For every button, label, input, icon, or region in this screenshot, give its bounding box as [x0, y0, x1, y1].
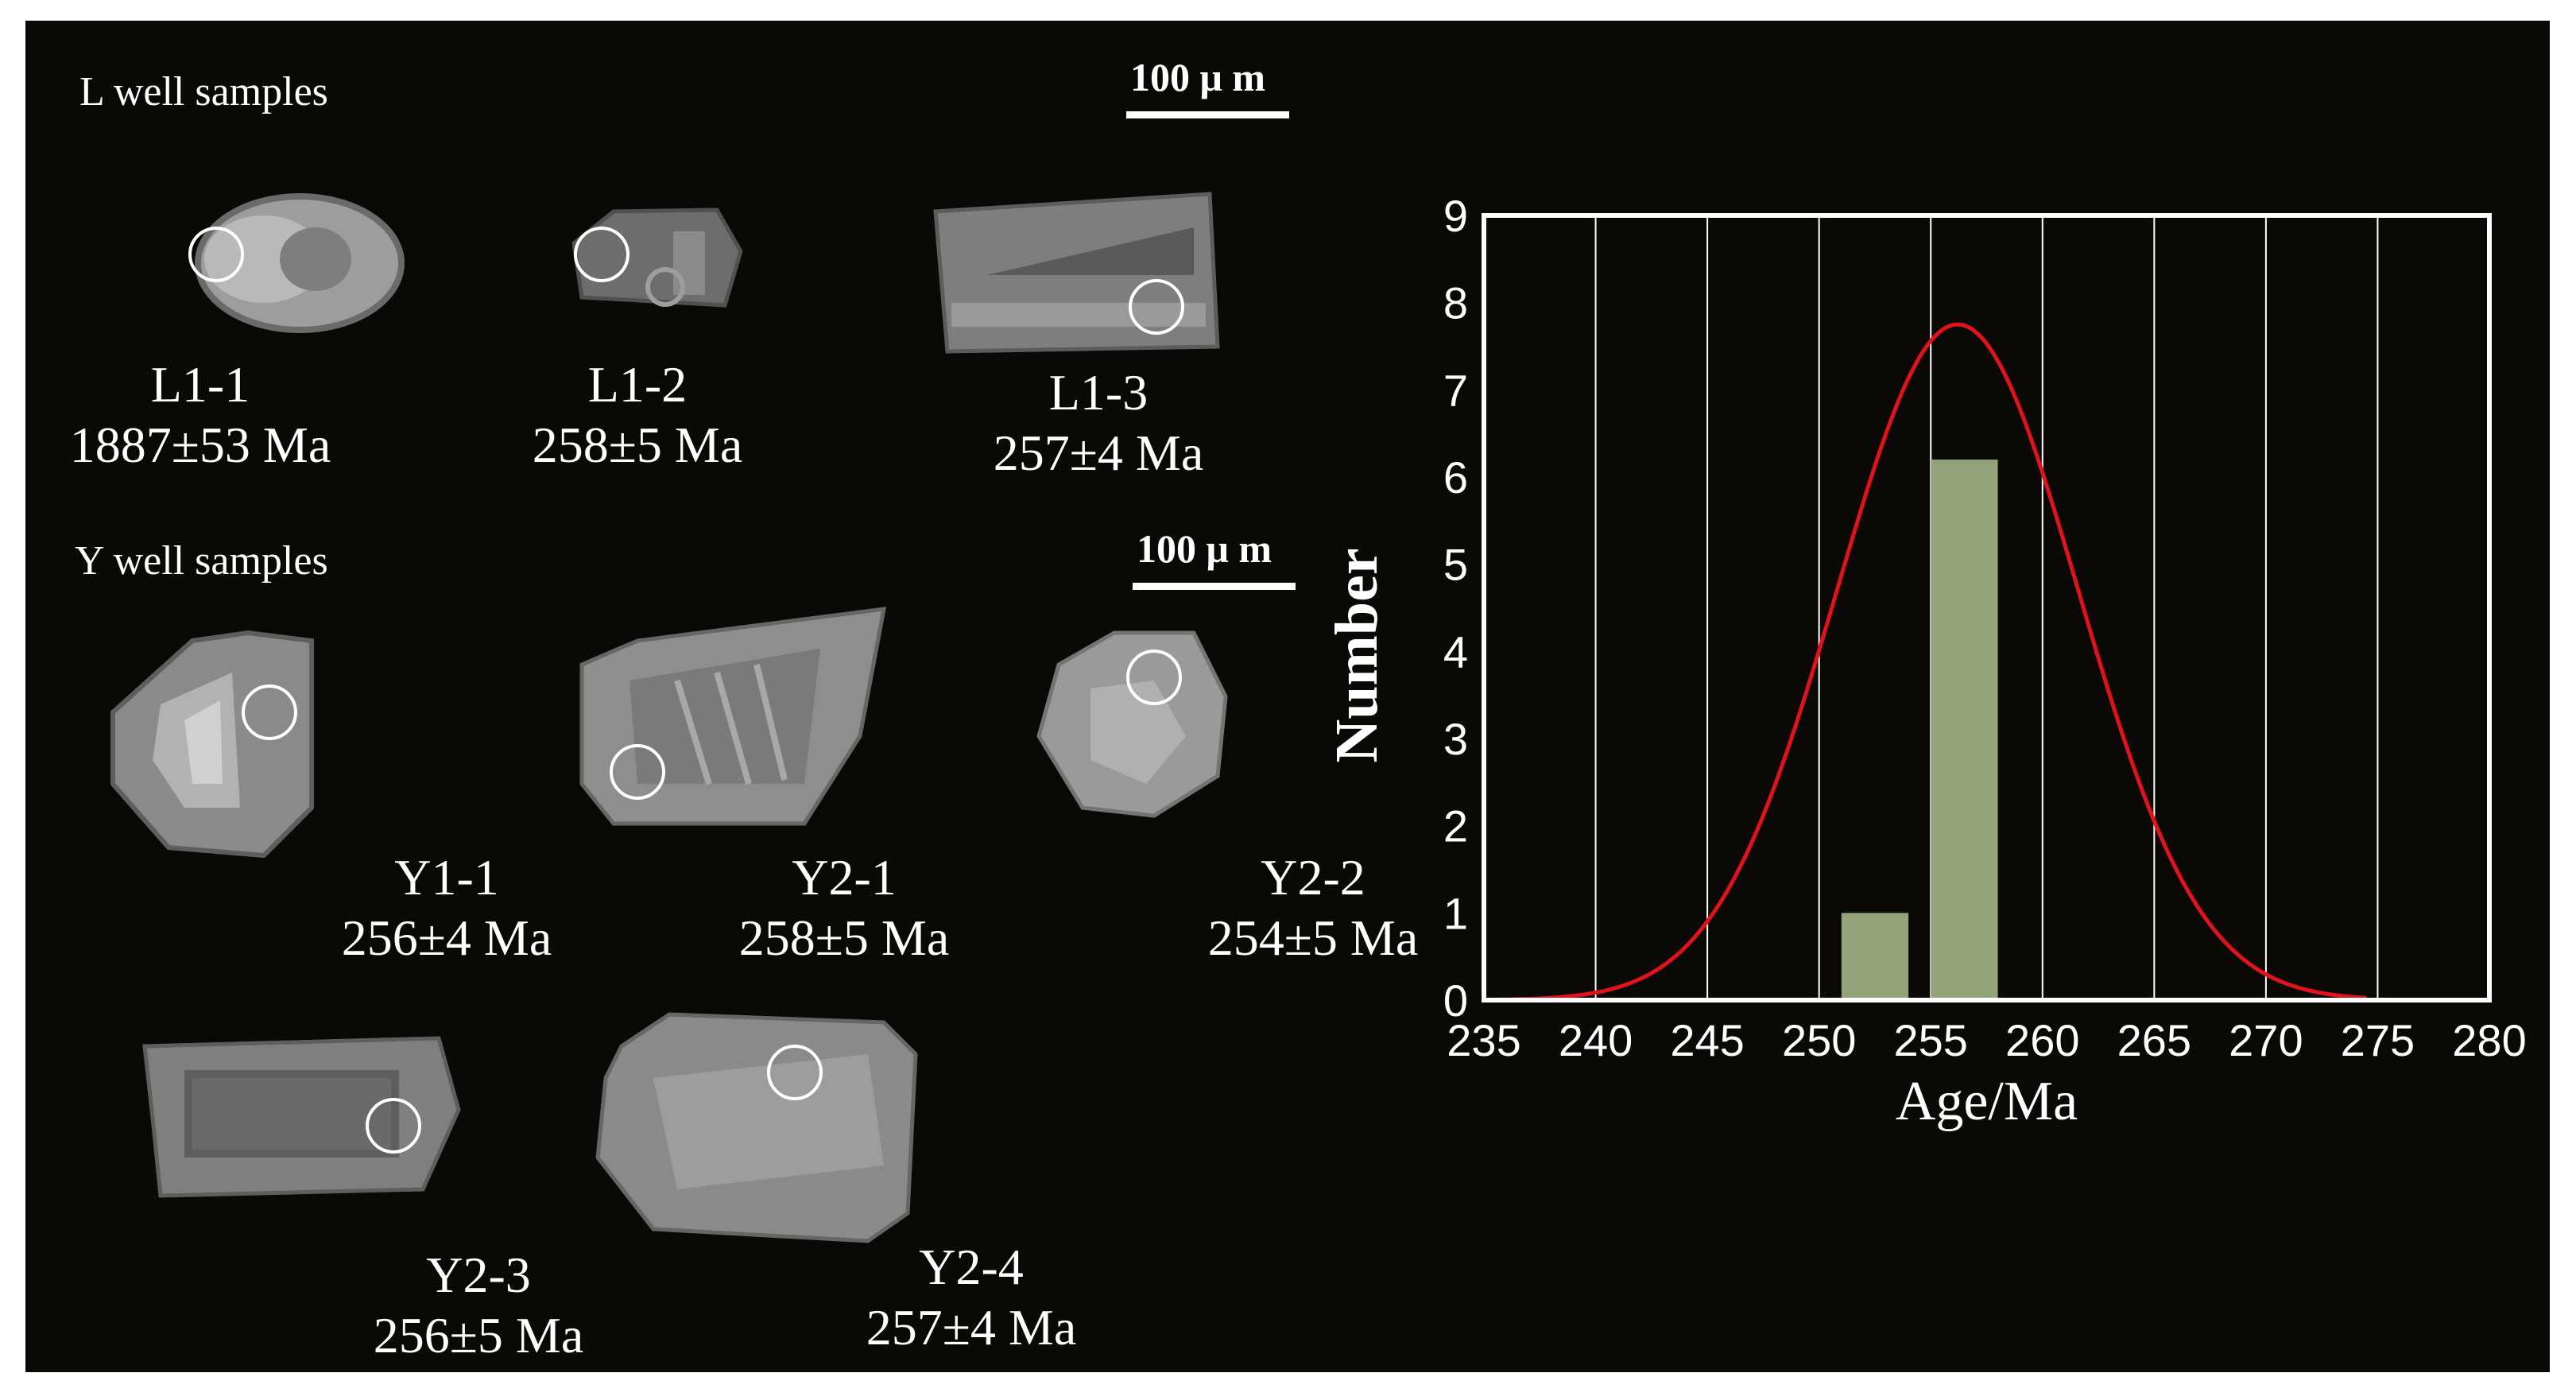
- analysis-spot-circle: [242, 684, 297, 740]
- grain-age: 257±4 Ma: [993, 425, 1204, 481]
- x-tick-label: 270: [2229, 1015, 2303, 1065]
- analysis-spot-circle: [1126, 650, 1182, 705]
- grain-label-y2-4: Y2-4 257±4 Ma: [828, 1237, 1114, 1358]
- y-tick-label: 5: [1443, 540, 1468, 590]
- grain-id: Y2-1: [792, 849, 897, 906]
- grain-y1-1-image: [110, 630, 314, 859]
- analysis-spot-circle: [188, 227, 244, 282]
- y-tick-label: 7: [1443, 365, 1468, 415]
- grain-id: L1-3: [1048, 364, 1149, 421]
- y-tick-label: 9: [1443, 191, 1468, 241]
- grain-y2-4-image: [595, 1012, 918, 1243]
- normal-distribution-curve: [1484, 322, 2367, 1002]
- x-tick-label: 275: [2341, 1015, 2415, 1065]
- age-histogram-chart: 235 240 245 250 255 260 265 270 275 280 0 1 2 3 4 5 6 7 8…: [1323, 191, 2527, 1132]
- grain-l1-2-image: [571, 207, 743, 308]
- x-tick-label: 260: [2005, 1015, 2079, 1065]
- grain-age: 257±4 Ma: [866, 1299, 1077, 1355]
- y-axis-tick-labels: 0 1 2 3 4 5 6 7 8 9: [1443, 191, 1468, 1026]
- grain-y2-1-image: [579, 607, 887, 826]
- y-tick-label: 2: [1443, 801, 1468, 851]
- grain-id: Y2-4: [919, 1239, 1024, 1295]
- grain-id: Y2-3: [426, 1247, 531, 1303]
- y-tick-label: 8: [1443, 278, 1468, 328]
- y-axis-label: Number: [1323, 548, 1390, 762]
- x-tick-label: 235: [1447, 1015, 1520, 1065]
- histogram-bar: [1841, 913, 1909, 1000]
- x-axis-tick-labels: 235 240 245 250 255 260 265 270 275 280: [1447, 1015, 2526, 1065]
- grain-label-l1-2: L1-2 258±5 Ma: [494, 355, 781, 475]
- analysis-spot-circle: [767, 1045, 823, 1100]
- x-tick-label: 255: [1894, 1015, 1968, 1065]
- grain-age: 256±4 Ma: [341, 909, 552, 966]
- grain-age: 258±5 Ma: [532, 417, 743, 473]
- scale-bar-bottom: [1133, 583, 1296, 590]
- grain-l1-1-image: [188, 193, 405, 333]
- analysis-spot-circle: [366, 1098, 421, 1154]
- grain-label-y2-3: Y2-3 256±5 Ma: [335, 1245, 622, 1366]
- x-axis-label: Age/Ma: [1896, 1071, 2078, 1132]
- grain-id: L1-1: [150, 356, 250, 413]
- grain-label-l1-3: L1-3 257±4 Ma: [955, 363, 1242, 483]
- grain-l1-3-image: [933, 192, 1220, 354]
- analysis-spot-circle: [574, 227, 629, 282]
- grain-id: Y2-2: [1261, 849, 1365, 906]
- analysis-spot-circle: [610, 744, 665, 800]
- figure-panel: L well samples Y well samples 100 μ m 10…: [25, 21, 2550, 1372]
- y-tick-label: 4: [1443, 626, 1468, 677]
- grain-age: 254±5 Ma: [1207, 909, 1419, 966]
- y-tick-label: 3: [1443, 714, 1468, 764]
- grain-age: 256±5 Ma: [373, 1307, 584, 1363]
- analysis-spot-circle: [1129, 279, 1184, 335]
- x-tick-label: 280: [2452, 1015, 2526, 1065]
- y-tick-label: 0: [1443, 975, 1468, 1026]
- grain-age: 1887±53 Ma: [69, 417, 331, 473]
- histogram-bar: [1931, 460, 1998, 1000]
- x-tick-label: 240: [1559, 1015, 1633, 1065]
- grain-id: Y1-1: [394, 849, 499, 906]
- grain-label-y2-2: Y2-2 254±5 Ma: [1170, 847, 1456, 968]
- x-tick-label: 265: [2117, 1015, 2191, 1065]
- grain-label-l1-1: L1-1 1887±53 Ma: [49, 355, 351, 475]
- scale-bar-label-top: 100 μ m: [1130, 55, 1265, 99]
- y-tick-label: 1: [1443, 888, 1468, 938]
- grain-y2-2-image: [1036, 630, 1228, 818]
- scale-bar-top: [1126, 111, 1289, 118]
- scale-bar-label-bottom: 100 μ m: [1137, 526, 1272, 571]
- chart-bars: [1841, 460, 1998, 1000]
- plot-area-frame: [1482, 213, 2492, 1002]
- l-well-section-title: L well samples: [79, 69, 328, 114]
- grain-label-y2-1: Y2-1 258±5 Ma: [701, 847, 987, 968]
- y-well-section-title: Y well samples: [75, 538, 328, 584]
- grain-label-y1-1: Y1-1 256±4 Ma: [304, 847, 590, 968]
- x-tick-label: 245: [1670, 1015, 1744, 1065]
- x-tick-label: 250: [1782, 1015, 1856, 1065]
- grain-id: L1-2: [587, 356, 688, 413]
- grain-y2-3-image: [142, 1036, 461, 1198]
- y-tick-label: 6: [1443, 452, 1468, 502]
- grain-images: [110, 192, 1228, 1243]
- grain-age: 258±5 Ma: [738, 909, 950, 966]
